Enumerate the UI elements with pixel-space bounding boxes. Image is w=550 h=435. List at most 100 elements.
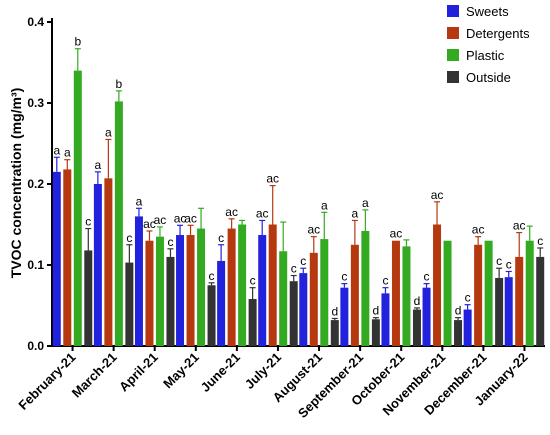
bar-detergents (474, 244, 483, 346)
bar-sweets (463, 309, 472, 346)
significance-label: d (414, 294, 421, 308)
bar-detergents (186, 235, 195, 346)
legend: Sweets Detergents Plastic Outside (447, 4, 530, 85)
bar-detergents (309, 252, 318, 346)
legend-label-outside: Outside (466, 70, 511, 85)
bar-outside (412, 309, 421, 346)
bar-plastic (73, 70, 82, 346)
significance-label: c (424, 270, 430, 284)
significance-label: ac (390, 227, 403, 241)
bar-outside (371, 319, 380, 346)
y-axis-title: TVOC concentration (mg/m³) (8, 88, 24, 279)
bar-outside (495, 277, 504, 346)
bar-detergents (515, 256, 524, 346)
bar-detergents (350, 244, 359, 346)
bar-plastic (402, 246, 411, 346)
legend-swatch-sweets (447, 5, 459, 17)
bar-sweets (504, 277, 513, 346)
significance-label: a (64, 146, 71, 160)
x-tick-label: February-21 (15, 350, 78, 413)
bar-outside (166, 256, 175, 346)
significance-label: ac (513, 219, 526, 233)
significance-label: a (136, 194, 143, 208)
bar-detergents (391, 240, 400, 346)
bar-sweets (258, 235, 267, 346)
bar-outside (454, 320, 463, 346)
bar-detergents (268, 224, 277, 346)
bar-sweets (176, 235, 185, 346)
significance-label: ac (154, 213, 167, 227)
y-tick-label: 0.0 (27, 339, 44, 353)
bar-outside (289, 281, 298, 346)
bar-outside (84, 250, 93, 346)
bar-sweets (381, 293, 390, 346)
significance-label: ac (431, 188, 444, 202)
bar-outside (330, 320, 339, 346)
legend-label-detergents: Detergents (466, 26, 530, 41)
y-tick-label: 0.2 (27, 177, 44, 191)
y-tick-label: 0.4 (27, 15, 44, 29)
bar-outside (207, 285, 216, 346)
x-tick-label: March-21 (69, 350, 120, 401)
significance-label: ac (266, 172, 279, 186)
bar-sweets (93, 184, 102, 346)
bar-outside (125, 262, 134, 346)
significance-label: ac (225, 205, 238, 219)
significance-label: c (341, 270, 347, 284)
significance-label: c (382, 274, 388, 288)
legend-label-sweets: Sweets (466, 4, 509, 19)
significance-label: d (373, 304, 380, 318)
significance-label: b (74, 35, 81, 49)
bar-sweets (134, 216, 143, 346)
bar-sweets (299, 273, 308, 346)
significance-label: c (465, 291, 471, 305)
bar-detergents (104, 178, 113, 346)
significance-label: ac (307, 223, 320, 237)
bar-sweets (52, 171, 61, 346)
significance-label: c (167, 235, 173, 249)
significance-label: c (126, 231, 132, 245)
bar-detergents (63, 169, 72, 346)
x-tick-label: April-21 (116, 350, 161, 395)
bar-outside (536, 256, 545, 346)
significance-label: c (218, 231, 224, 245)
y-tick-label: 0.3 (27, 96, 44, 110)
bar-plastic (484, 240, 493, 346)
bar-outside (248, 299, 257, 346)
significance-label: c (506, 257, 512, 271)
legend-label-plastic: Plastic (466, 48, 505, 63)
legend-swatch-outside (447, 71, 459, 83)
significance-label: c (537, 234, 543, 248)
significance-label: c (209, 269, 215, 283)
significance-label: a (105, 125, 112, 139)
significance-label: c (85, 215, 91, 229)
significance-label: a (95, 158, 102, 172)
significance-label: c (300, 254, 306, 268)
bar-plastic (443, 240, 452, 346)
x-tick-label: May-21 (160, 350, 202, 392)
bar-plastic (238, 224, 247, 346)
significance-label: b (116, 77, 123, 91)
significance-label: c (291, 262, 297, 276)
bar-sweets (340, 287, 349, 346)
bar-plastic (197, 228, 206, 346)
significance-label: d (331, 304, 338, 318)
bar-detergents (145, 240, 154, 346)
legend-swatch-detergents (447, 27, 459, 39)
bar-plastic (114, 101, 123, 346)
y-tick-label: 0.1 (27, 258, 44, 272)
bar-detergents (433, 224, 442, 346)
bar-plastic (320, 239, 329, 346)
significance-label: a (321, 198, 328, 212)
bar-sweets (422, 287, 431, 346)
bar-detergents (227, 228, 236, 346)
bar-plastic (155, 236, 164, 346)
significance-label: ac (256, 206, 269, 220)
bar-plastic (361, 230, 370, 346)
significance-label: a (362, 196, 369, 210)
significance-label: ac (143, 217, 156, 231)
legend-swatch-plastic (447, 49, 459, 61)
bar-plastic (279, 251, 288, 346)
significance-label: c (496, 254, 502, 268)
